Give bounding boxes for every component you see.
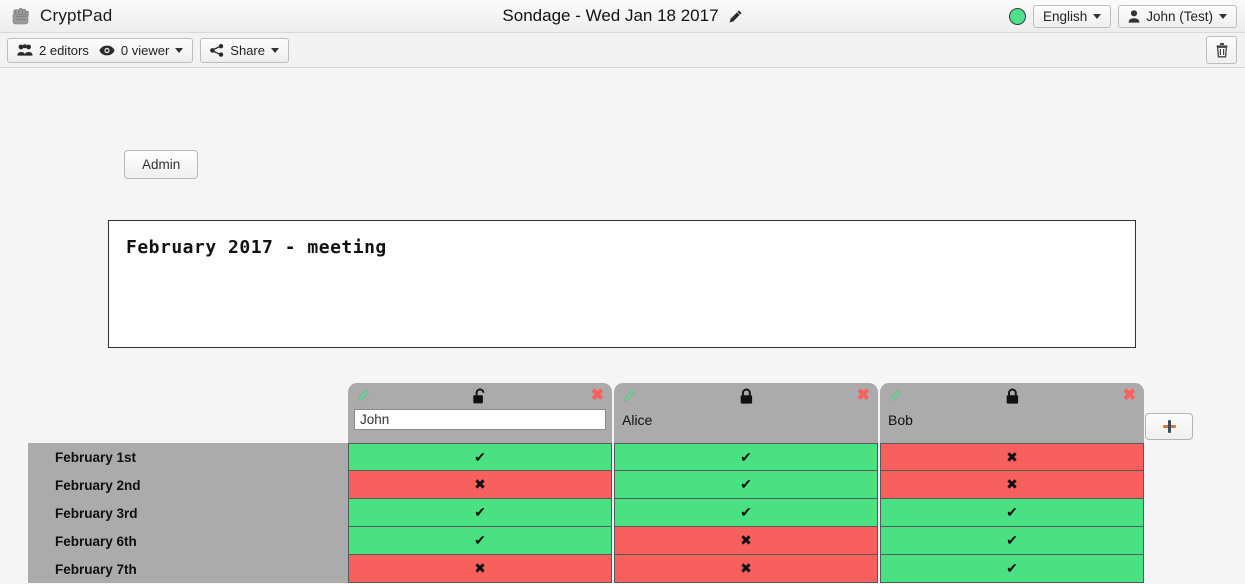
users-icon bbox=[17, 44, 33, 56]
table-row-label: February 7th bbox=[55, 561, 137, 577]
poll-table-body: February 1st February 2nd February 3rd F… bbox=[28, 443, 1144, 583]
fist-logo-icon bbox=[12, 7, 29, 25]
table-row-label: February 6th bbox=[55, 533, 137, 549]
poll-column-headers: ✖ ✖ Alice bbox=[348, 383, 1144, 443]
poll-description-box[interactable]: February 2017 - meeting bbox=[108, 220, 1136, 348]
presence-button[interactable]: 2 editors 0 viewer bbox=[7, 37, 194, 63]
viewers-count-label: 0 viewer bbox=[120, 42, 170, 58]
column-name-bob[interactable]: Bob bbox=[888, 412, 913, 428]
add-column-button[interactable] bbox=[1145, 413, 1193, 440]
plus-icon bbox=[1162, 420, 1176, 433]
poll-cell[interactable]: ✔ bbox=[614, 443, 878, 471]
trash-icon bbox=[1216, 43, 1227, 58]
chevron-down-icon bbox=[175, 47, 184, 53]
poll-cell[interactable]: ✔ bbox=[880, 527, 1144, 555]
user-name-label: John (Test) bbox=[1146, 8, 1213, 24]
remove-column-icon[interactable]: ✖ bbox=[590, 387, 604, 404]
secondary-toolbar: 2 editors 0 viewer Share bbox=[0, 33, 1245, 68]
user-icon bbox=[1128, 10, 1140, 23]
brand-name: CryptPad bbox=[40, 6, 113, 25]
poll-cell[interactable]: ✖ bbox=[348, 471, 612, 499]
column-header-icons: ✖ bbox=[614, 383, 878, 409]
column-name-alice[interactable]: Alice bbox=[622, 412, 653, 428]
poll-votes-john: ✔ ✖ ✔ ✔ ✖ bbox=[348, 443, 612, 583]
remove-column-icon[interactable]: ✖ bbox=[856, 387, 870, 404]
share-button[interactable]: Share bbox=[200, 37, 289, 63]
column-name-input-john[interactable] bbox=[354, 409, 606, 430]
connection-status-indicator bbox=[1008, 8, 1026, 25]
top-right-controls: English John (Test) bbox=[1008, 0, 1237, 33]
table-row-label: February 1st bbox=[55, 449, 137, 465]
chevron-down-icon bbox=[271, 47, 279, 53]
column-header-icons: ✖ bbox=[880, 383, 1144, 409]
poll-cell[interactable]: ✔ bbox=[880, 499, 1144, 527]
poll-cell[interactable]: ✖ bbox=[880, 471, 1144, 499]
delete-button[interactable] bbox=[1206, 36, 1237, 64]
poll-votes-alice: ✔ ✔ ✔ ✖ ✖ bbox=[614, 443, 878, 583]
chevron-down-icon bbox=[1093, 14, 1102, 19]
poll-column-header-alice: ✖ Alice bbox=[614, 383, 878, 443]
poll-cell[interactable]: ✖ bbox=[614, 555, 878, 583]
unlocked-padlock-icon[interactable] bbox=[472, 388, 488, 405]
eye-icon bbox=[99, 45, 115, 55]
table-row-label: February 3rd bbox=[55, 505, 138, 521]
poll-cell[interactable]: ✔ bbox=[614, 499, 878, 527]
green-pencil-icon[interactable] bbox=[888, 389, 902, 403]
poll-column-header-john: ✖ bbox=[348, 383, 612, 443]
document-title-area: Sondage - Wed Jan 18 2017 bbox=[0, 6, 1245, 26]
column-header-icons: ✖ bbox=[348, 383, 612, 409]
locked-padlock-icon[interactable] bbox=[739, 388, 754, 405]
green-pencil-icon[interactable] bbox=[622, 389, 636, 403]
chevron-down-icon bbox=[1219, 14, 1227, 19]
poll-cell[interactable]: ✔ bbox=[348, 443, 612, 471]
brand: CryptPad bbox=[0, 4, 112, 28]
poll-cell[interactable]: ✖ bbox=[614, 527, 878, 555]
pencil-icon[interactable] bbox=[728, 9, 743, 24]
table-row-label: February 2nd bbox=[55, 477, 141, 493]
editors-count-label: 2 editors bbox=[39, 42, 89, 58]
green-pencil-icon[interactable] bbox=[356, 389, 370, 403]
poll-cell[interactable]: ✔ bbox=[614, 471, 878, 499]
admin-button[interactable]: Admin bbox=[124, 150, 199, 179]
poll-column-header-bob: ✖ Bob bbox=[880, 383, 1144, 443]
poll-cell[interactable]: ✖ bbox=[880, 443, 1144, 471]
share-label: Share bbox=[230, 42, 265, 58]
page-body: Admin February 2017 - meeting bbox=[0, 68, 1245, 583]
poll-vote-columns: ✔ ✖ ✔ ✔ ✖ ✔ ✔ ✔ ✖ ✖ ✖ ✖ ✔ ✔ ✔ bbox=[348, 443, 1144, 583]
language-selector[interactable]: English bbox=[1032, 4, 1112, 29]
top-toolbar: CryptPad Sondage - Wed Jan 18 2017 Engli… bbox=[0, 0, 1245, 33]
poll-cell[interactable]: ✔ bbox=[348, 527, 612, 555]
poll-row-labels: February 1st February 2nd February 3rd F… bbox=[28, 443, 348, 583]
remove-column-icon[interactable]: ✖ bbox=[1122, 387, 1136, 404]
poll-votes-bob: ✖ ✖ ✔ ✔ ✔ bbox=[880, 443, 1144, 583]
poll-cell[interactable]: ✔ bbox=[880, 555, 1144, 583]
poll-cell[interactable]: ✔ bbox=[348, 499, 612, 527]
language-label: English bbox=[1042, 8, 1088, 24]
locked-padlock-icon[interactable] bbox=[1005, 388, 1020, 405]
poll-description-text: February 2017 - meeting bbox=[126, 237, 387, 258]
page-title: Sondage - Wed Jan 18 2017 bbox=[502, 6, 719, 25]
share-icon bbox=[210, 43, 224, 57]
poll-cell[interactable]: ✖ bbox=[348, 555, 612, 583]
user-menu[interactable]: John (Test) bbox=[1118, 4, 1237, 29]
